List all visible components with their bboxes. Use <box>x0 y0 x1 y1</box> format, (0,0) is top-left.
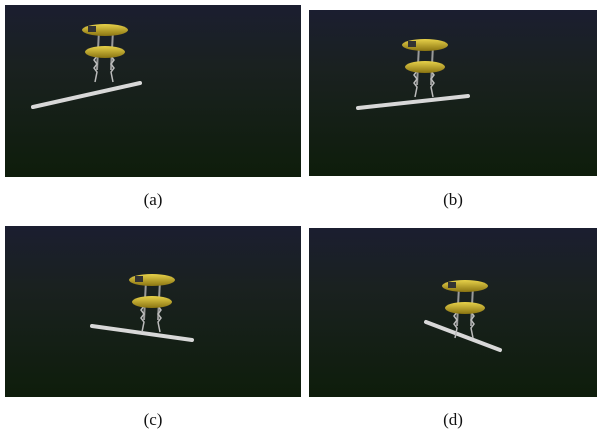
caption: (b) <box>443 190 463 209</box>
panel-a <box>5 5 301 177</box>
panel-b <box>309 10 597 176</box>
panel-d <box>309 228 597 397</box>
caption: (a) <box>144 190 163 209</box>
caption: (d) <box>443 410 463 429</box>
panel-c <box>5 226 301 397</box>
caption: (c) <box>144 410 163 429</box>
